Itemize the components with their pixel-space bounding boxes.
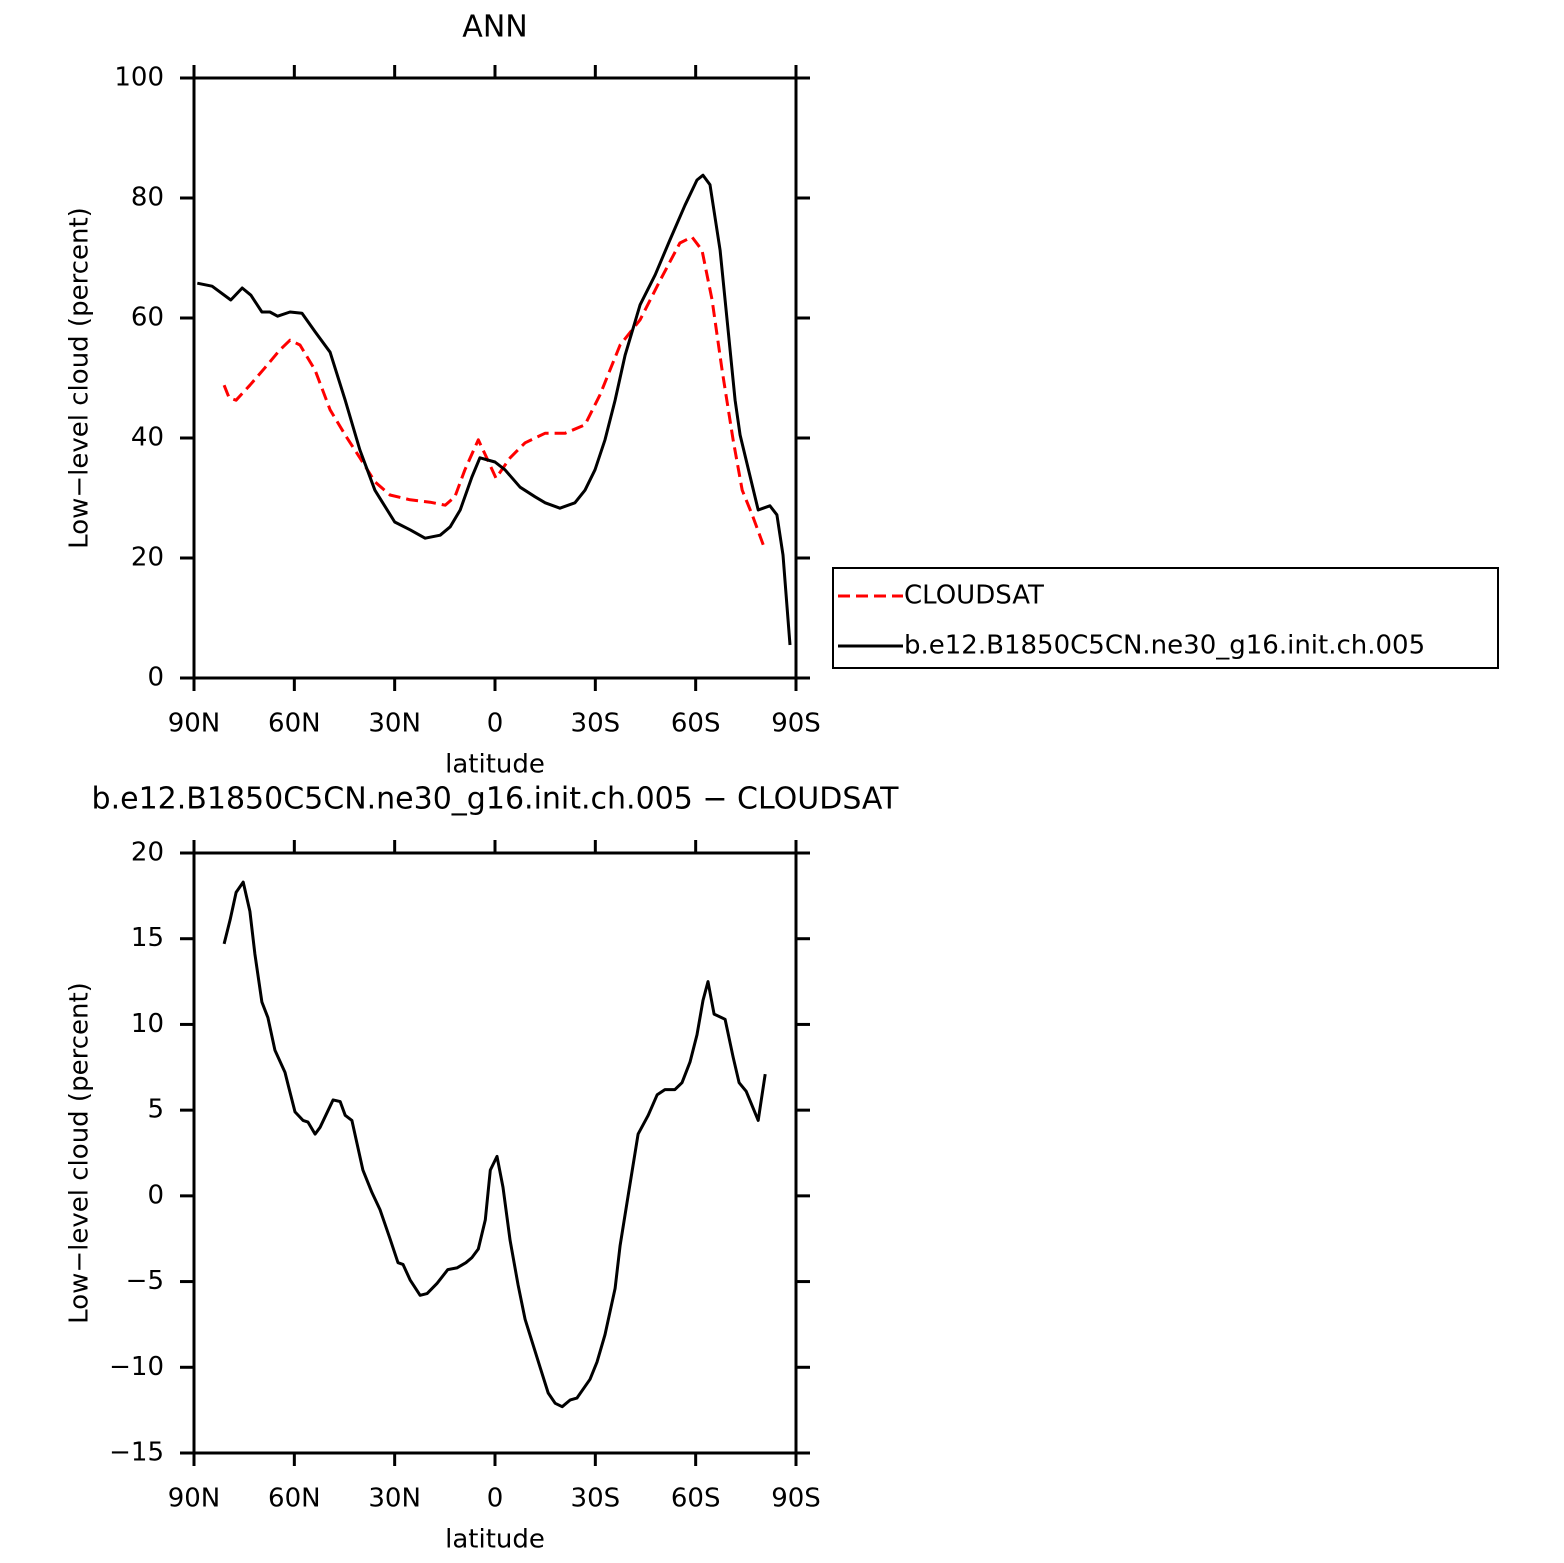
- x-tick-label: 30S: [571, 1484, 621, 1514]
- chart-title: ANN: [462, 10, 527, 45]
- y-tick-label: 80: [131, 183, 164, 213]
- plot-frame: [192, 76, 798, 680]
- legend-label: CLOUDSAT: [904, 581, 1044, 611]
- x-tick-label: 90S: [771, 709, 821, 739]
- y-tick-label: 60: [131, 303, 164, 333]
- x-tick-label: 60S: [671, 1484, 721, 1514]
- legend-box: [832, 567, 1499, 669]
- y-axis-title: Low−level cloud (percent): [65, 207, 95, 549]
- y-tick-label: 20: [131, 543, 164, 573]
- y-tick-label: 5: [147, 1095, 164, 1125]
- x-tick-label: 30N: [368, 709, 421, 739]
- x-tick-label: 60N: [268, 1484, 321, 1514]
- x-axis-title: latitude: [445, 750, 545, 780]
- chart-title: b.e12.B1850C5CN.ne30_g16.init.ch.005 − C…: [92, 782, 900, 817]
- y-tick-label: −5: [126, 1266, 164, 1296]
- y-tick-label: 20: [131, 838, 164, 868]
- y-tick-label: 0: [147, 663, 164, 693]
- data-line: [222, 880, 767, 1409]
- x-tick-label: 0: [487, 709, 504, 739]
- y-tick-label: 100: [114, 63, 164, 93]
- x-tick-label: 60S: [671, 709, 721, 739]
- y-axis-title: Low−level cloud (percent): [65, 982, 95, 1324]
- x-tick-label: 30S: [571, 709, 621, 739]
- y-tick-label: 0: [147, 1180, 164, 1210]
- x-tick-label: 0: [487, 1484, 504, 1514]
- x-axis-title: latitude: [445, 1525, 545, 1555]
- legend-label: b.e12.B1850C5CN.ne30_g16.init.ch.005: [904, 631, 1425, 661]
- y-tick-label: −15: [109, 1438, 164, 1468]
- x-tick-label: 90N: [168, 1484, 221, 1514]
- data-line: [222, 235, 767, 551]
- y-tick-label: 15: [131, 923, 164, 953]
- y-tick-label: −10: [109, 1352, 164, 1382]
- x-tick-label: 60N: [268, 709, 321, 739]
- x-tick-label: 90N: [168, 709, 221, 739]
- x-tick-label: 90S: [771, 1484, 821, 1514]
- y-tick-label: 10: [131, 1009, 164, 1039]
- data-line: [197, 173, 792, 646]
- y-tick-label: 40: [131, 423, 164, 453]
- x-tick-label: 30N: [368, 1484, 421, 1514]
- plot-frame: [192, 851, 798, 1455]
